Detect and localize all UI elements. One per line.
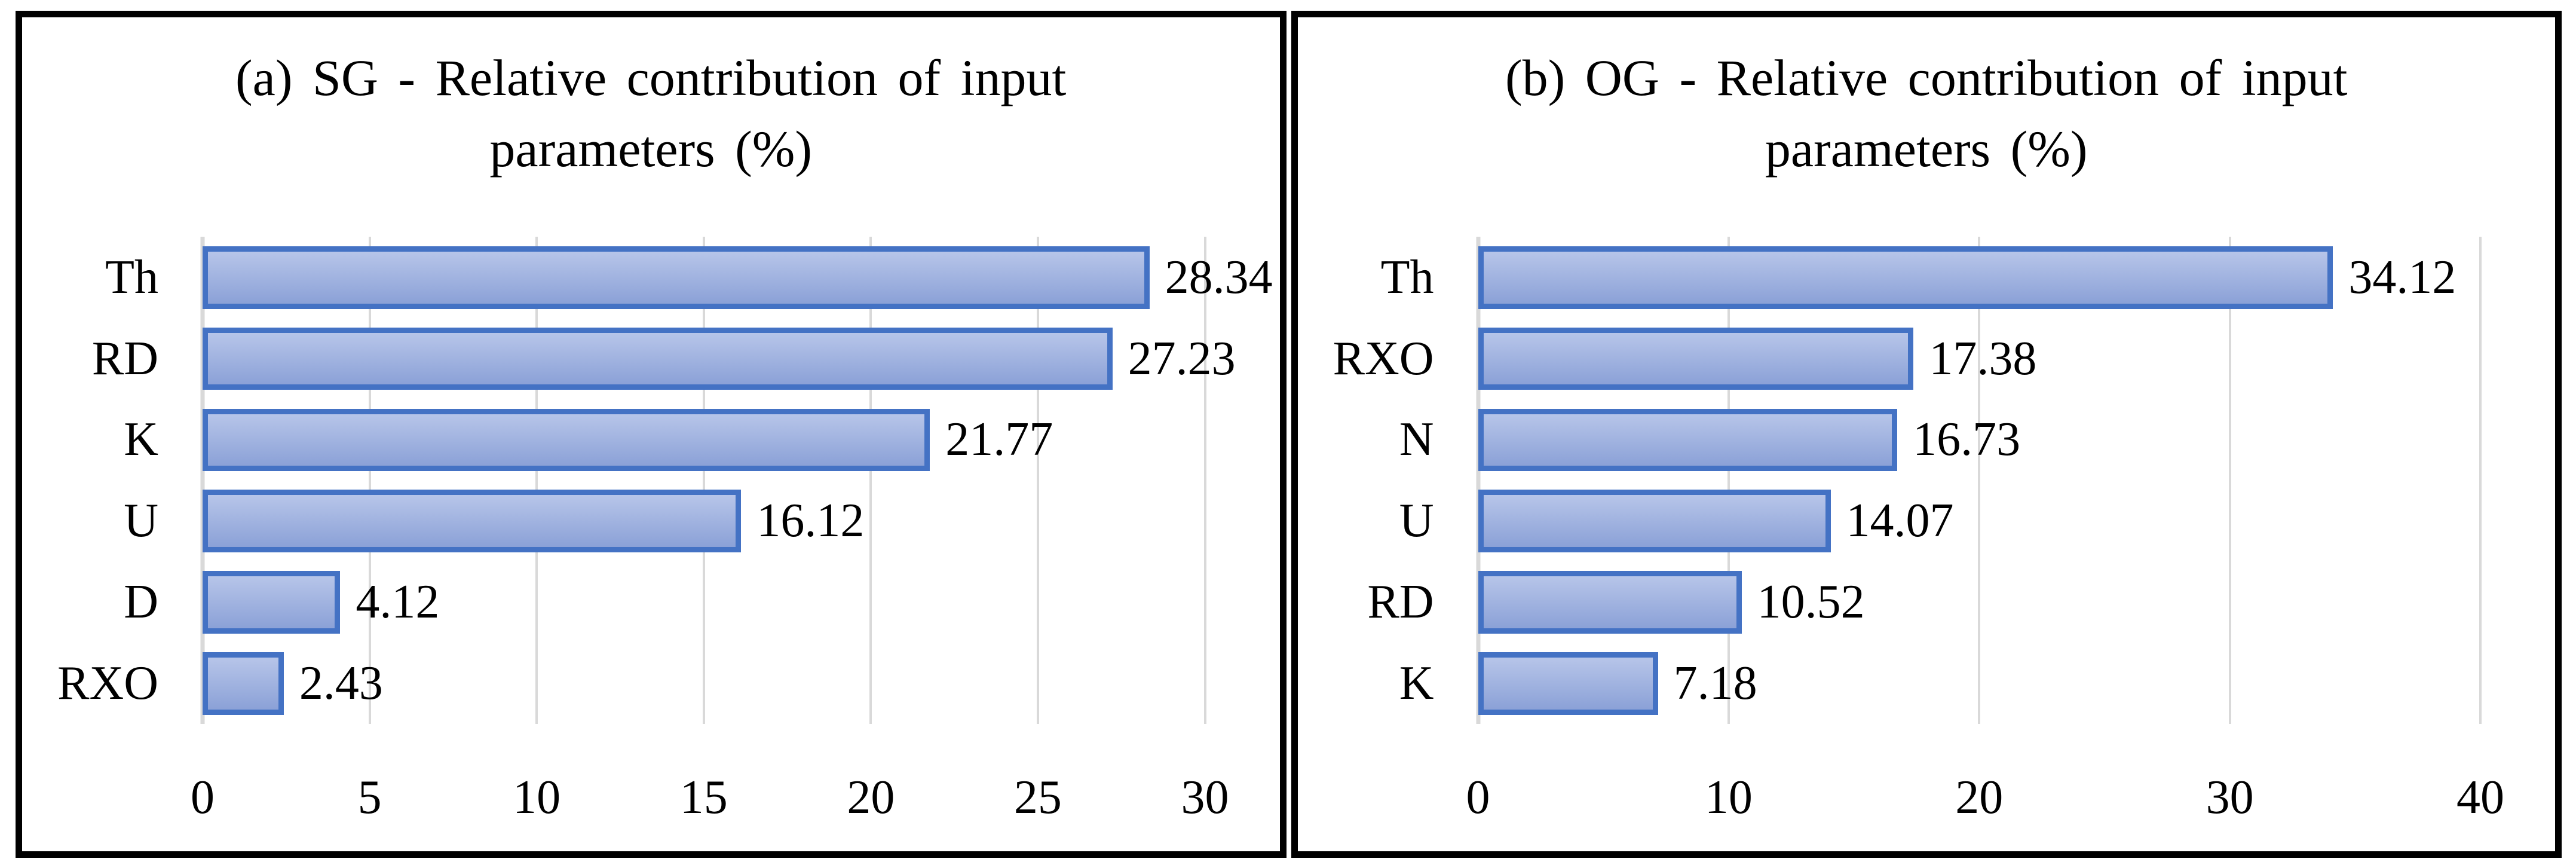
x-axis: 0 10 20 30 40: [1466, 724, 2505, 851]
category-label: K: [1399, 656, 1434, 710]
category-label: Th: [105, 250, 158, 304]
bar: [203, 246, 1150, 309]
category-label: RD: [91, 332, 158, 385]
chart-title-line-1: (b) OG - Relative contribution of input: [1505, 49, 2348, 106]
bar: [1478, 408, 1898, 472]
gridline: [702, 237, 705, 725]
chart-title: (b) OG - Relative contribution of input …: [1298, 17, 2556, 184]
gridline: [1203, 237, 1206, 725]
data-label: 34.12: [2348, 250, 2456, 304]
category-label: RD: [1367, 576, 1434, 629]
data-label: 27.23: [1128, 332, 1236, 385]
data-label: 17.38: [1929, 332, 2037, 385]
gridline: [1727, 237, 1730, 725]
x-tick-label: 5: [357, 771, 382, 824]
chart-panel-a: (a) SG - Relative contribution of input …: [16, 11, 1287, 858]
chart-title-line-2: parameters (%): [489, 120, 813, 178]
data-label: 7.18: [1673, 656, 1757, 710]
gridline: [1476, 237, 1480, 725]
bar-row: 16.12: [203, 481, 1205, 562]
chart-panel-b: (b) OG - Relative contribution of input …: [1291, 11, 2562, 858]
data-label: 2.43: [299, 656, 383, 710]
chart-title: (a) SG - Relative contribution of input …: [22, 17, 1280, 184]
bar: [203, 490, 742, 553]
gridline: [1978, 237, 1981, 725]
bar-row: 28.34: [203, 237, 1273, 318]
data-label: 28.34: [1165, 250, 1273, 304]
bar: [203, 652, 284, 715]
x-tick-label: 30: [1181, 771, 1229, 824]
bar-row: 27.23: [203, 318, 1236, 399]
category-label: N: [1399, 413, 1434, 466]
chart-title-line-1: (a) SG - Relative contribution of input: [235, 49, 1067, 106]
category-label: RXO: [1333, 332, 1434, 385]
data-label: 4.12: [356, 576, 440, 629]
category-label: D: [124, 576, 158, 629]
category-label: RXO: [57, 656, 158, 710]
gridline: [1036, 237, 1039, 725]
category-label: U: [1399, 494, 1434, 548]
chart-title-line-2: parameters (%): [1765, 120, 2088, 178]
category-axis: Th RXO N U RD K: [1322, 237, 1478, 724]
x-tick-label: 10: [513, 771, 561, 824]
category-label: U: [124, 494, 158, 548]
bar-row: 16.73: [1478, 399, 2481, 481]
data-label: 10.52: [1757, 576, 1865, 629]
bar-rows: 34.12 17.38 16.73 14.07 10.52 7.18: [1478, 237, 2481, 724]
x-tick-label: 15: [679, 771, 728, 824]
data-label: 16.12: [756, 494, 865, 548]
gridline: [368, 237, 371, 725]
bar: [203, 408, 930, 472]
bar-row: 34.12: [1478, 237, 2481, 318]
category-label: K: [124, 413, 158, 466]
data-label: 21.77: [945, 413, 1053, 466]
data-label: 16.73: [1913, 413, 2021, 466]
chart-body: Th RD K U D RXO 28.34 27.23 21.77 16.12 4.12 2.43: [46, 237, 1273, 725]
bar-row: 7.18: [1478, 643, 2481, 724]
bar-row: 14.07: [1478, 481, 2481, 562]
x-tick-label: 30: [2206, 771, 2254, 824]
bar-row: 10.52: [1478, 562, 2481, 643]
gridline: [535, 237, 538, 725]
plot-area: 28.34 27.23 21.77 16.12 4.12 2.43: [200, 237, 1273, 725]
x-tick-label: 0: [191, 771, 215, 824]
gridline: [2228, 237, 2231, 725]
x-tick-label: 25: [1013, 771, 1062, 824]
x-tick-label: 20: [847, 771, 895, 824]
bar-row: 21.77: [203, 399, 1205, 481]
gridline: [869, 237, 872, 725]
bar-rows: 28.34 27.23 21.77 16.12 4.12 2.43: [203, 237, 1273, 724]
bar: [203, 571, 341, 634]
category-label: Th: [1380, 250, 1434, 304]
bar: [1478, 571, 1742, 634]
bar: [1478, 327, 1914, 390]
bar: [203, 327, 1113, 390]
x-tick-label: 0: [1466, 771, 1490, 824]
chart-body: Th RXO N U RD K 34.12 17.38 16.73 14.07 10.52 7.18: [1322, 237, 2482, 725]
x-axis: 0 5 10 15 20 25 30: [191, 724, 1229, 851]
bar: [1478, 652, 1658, 715]
gridline: [2479, 237, 2482, 725]
category-axis: Th RD K U D RXO: [46, 237, 203, 724]
bar: [1478, 246, 2333, 309]
bar-row: 2.43: [203, 643, 1205, 724]
x-tick-label: 20: [1955, 771, 2004, 824]
bar-row: 4.12: [203, 562, 1205, 643]
bar: [1478, 490, 1831, 553]
x-tick-label: 40: [2456, 771, 2504, 824]
x-tick-label: 10: [1704, 771, 1753, 824]
gridline: [200, 237, 205, 725]
plot-area: 34.12 17.38 16.73 14.07 10.52 7.18: [1476, 237, 2482, 725]
bar-row: 17.38: [1478, 318, 2481, 399]
data-label: 14.07: [1846, 494, 1954, 548]
